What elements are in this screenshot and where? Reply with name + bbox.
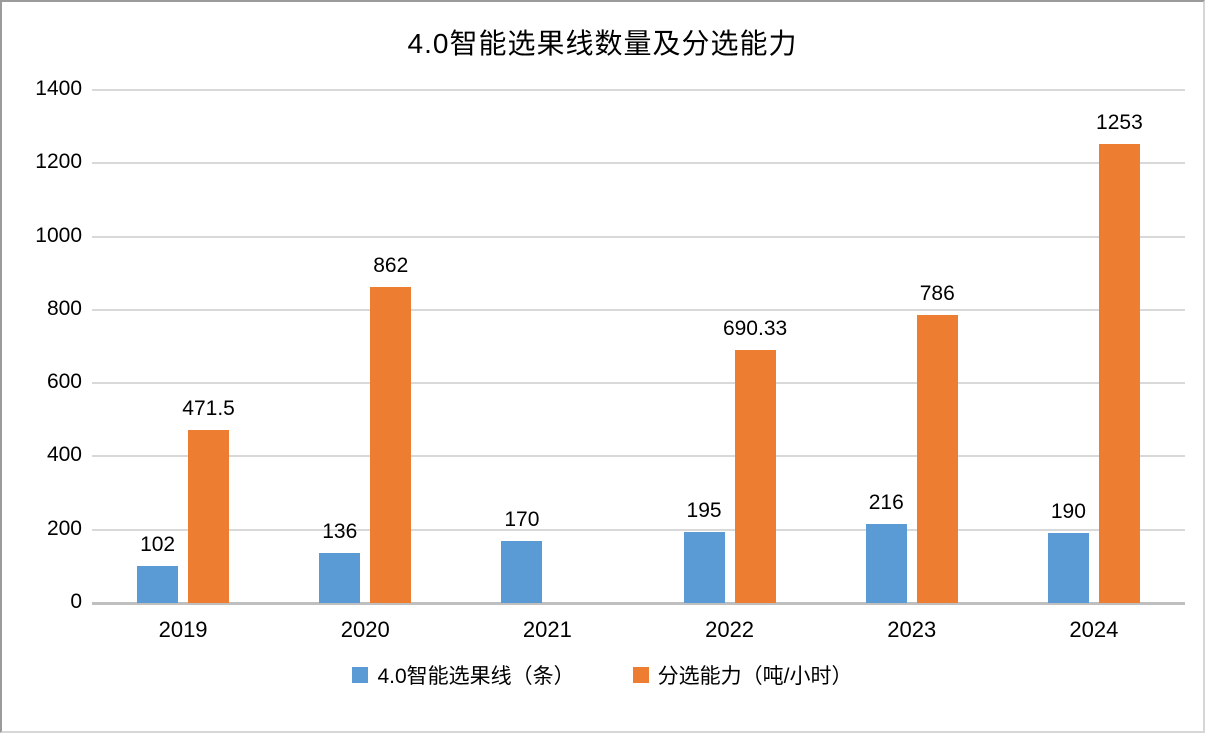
bar-2020-series2 [370, 287, 412, 603]
legend-item-series2: 分选能力（吨/小时） [632, 660, 853, 690]
data-label-2023-series1: 216 [868, 490, 904, 514]
y-tick-label-800: 800 [46, 296, 82, 320]
x-axis-line [92, 602, 1185, 605]
y-tick-label-600: 600 [46, 370, 82, 394]
y-tick-label-200: 200 [46, 516, 82, 540]
data-label-2021-series1: 170 [504, 507, 540, 531]
gridline-y-1400 [92, 89, 1185, 91]
bar-2019-series2 [188, 430, 230, 603]
gridline-y-1000 [92, 235, 1185, 238]
chart-legend: 4.0智能选果线（条） 分选能力（吨/小时） [2, 660, 1203, 690]
bar-2022-series2 [734, 350, 776, 603]
data-label-2019-series2: 471.5 [182, 397, 235, 421]
x-tick-label-2020: 2020 [340, 617, 390, 642]
x-tick-label-2024: 2024 [1069, 617, 1119, 642]
y-tick-label-1400: 1400 [35, 77, 82, 100]
bar-2024-series2 [1098, 143, 1140, 603]
gridline-y-200 [92, 528, 1185, 531]
bar-2022-series1 [683, 531, 725, 603]
legend-swatch-orange [632, 667, 649, 683]
data-label-2020-series2: 862 [373, 254, 409, 278]
plot-area: 102 471.5 136 862 170 195 690.33 216 786 190 1253 [92, 89, 1185, 605]
bar-2023-series1 [865, 523, 907, 603]
data-label-2023-series2: 786 [919, 282, 955, 305]
data-label-2022-series2: 690.33 [722, 317, 788, 341]
legend-swatch-blue [352, 667, 369, 683]
y-tick-label-0: 0 [70, 590, 82, 613]
x-tick-label-2021: 2021 [522, 617, 572, 642]
y-tick-label-400: 400 [46, 443, 82, 467]
bar-2019-series1 [137, 565, 179, 603]
gridline-y-400 [92, 455, 1185, 458]
legend-label-series2: 分选能力（吨/小时） [657, 665, 853, 688]
bar-2020-series1 [319, 553, 361, 603]
x-tick-label-2019: 2019 [158, 617, 208, 642]
data-label-2024-series1: 190 [1050, 500, 1086, 524]
bar-2023-series2 [916, 315, 958, 603]
gridline-y-1200 [92, 162, 1185, 165]
bar-2024-series1 [1047, 533, 1089, 603]
x-tick-label-2023: 2023 [887, 617, 937, 642]
gridline-y-600 [92, 382, 1185, 385]
legend-label-series1: 4.0智能选果线（条） [377, 665, 575, 688]
data-label-2024-series2: 1253 [1096, 110, 1143, 134]
legend-item-series1: 4.0智能选果线（条） [352, 660, 575, 690]
x-tick-label-2022: 2022 [705, 617, 755, 642]
bar-2021-series1 [501, 540, 543, 603]
data-label-2020-series1: 136 [322, 520, 358, 544]
data-label-2019-series1: 102 [140, 532, 176, 556]
chart-title: 4.0智能选果线数量及分选能力 [407, 28, 798, 59]
y-tick-label-1200: 1200 [35, 150, 82, 174]
data-label-2022-series1: 195 [686, 498, 722, 522]
gridline-y-800 [92, 308, 1185, 311]
y-tick-label-1000: 1000 [35, 223, 82, 247]
